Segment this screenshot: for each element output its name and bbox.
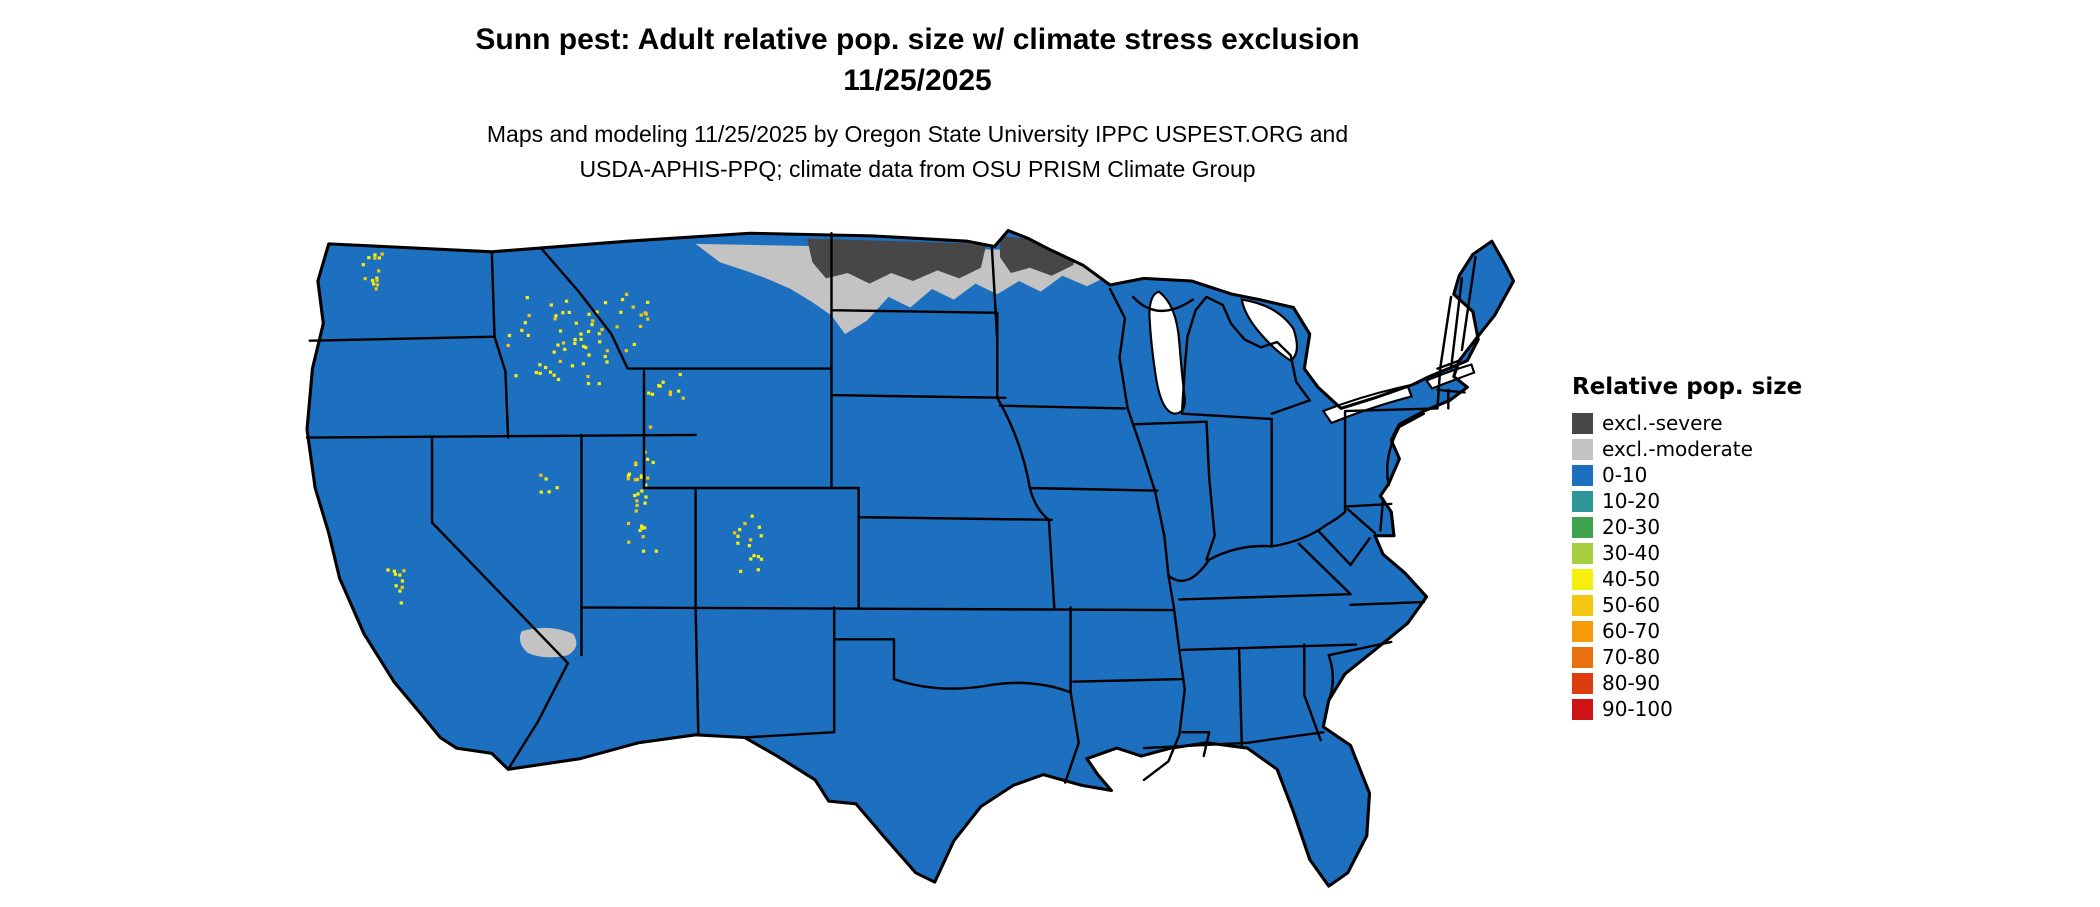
legend-swatch <box>1572 542 1593 564</box>
us-map <box>305 229 1516 888</box>
legend-swatch <box>1572 594 1593 616</box>
legend-rows: excl.-severe excl.-moderate 0-10 10-20 20-30… <box>1572 410 1802 722</box>
subtitle-line-1: Maps and modeling 11/25/2025 by Oregon S… <box>486 121 1349 147</box>
legend-swatch <box>1572 698 1593 720</box>
legend-label: 0-10 <box>1602 463 1648 487</box>
legend-label: excl.-severe <box>1602 411 1723 435</box>
legend-item-80-90: 80-90 <box>1572 670 1802 696</box>
legend-item-90-100: 90-100 <box>1572 696 1802 722</box>
legend-swatch <box>1572 672 1593 694</box>
legend-item-10-20: 10-20 <box>1572 488 1802 514</box>
legend-swatch <box>1572 646 1593 668</box>
legend-label: 40-50 <box>1602 567 1661 591</box>
legend-item-60-70: 60-70 <box>1572 618 1802 644</box>
legend-label: 20-30 <box>1602 515 1661 539</box>
mountain-population-speckles <box>361 252 764 605</box>
legend-swatch <box>1572 464 1593 486</box>
legend-swatch <box>1572 438 1593 460</box>
us-outline <box>305 229 1516 888</box>
legend-item-70-80: 70-80 <box>1572 644 1802 670</box>
legend-item-excl-moderate: excl.-moderate <box>1572 436 1802 462</box>
legend-item-20-30: 20-30 <box>1572 514 1802 540</box>
title-line-1: Sunn pest: Adult relative pop. size w/ c… <box>475 23 1360 56</box>
legend-item-50-60: 50-60 <box>1572 592 1802 618</box>
legend-title: Relative pop. size <box>1572 374 1803 400</box>
legend-label: excl.-moderate <box>1602 437 1753 461</box>
exclusion-severe-north-dakota <box>807 238 987 284</box>
legend-item-30-40: 30-40 <box>1572 540 1802 566</box>
legend-swatch <box>1572 490 1593 512</box>
subtitle-line-2: USDA-APHIS-PPQ; climate data from OSU PR… <box>579 155 1256 182</box>
legend-swatch <box>1572 568 1593 590</box>
legend-swatch <box>1572 516 1593 538</box>
legend-item-40-50: 40-50 <box>1572 566 1802 592</box>
legend-label: 70-80 <box>1602 645 1661 669</box>
title-line-2: 11/25/2025 <box>843 63 992 97</box>
legend-label: 80-90 <box>1602 671 1661 695</box>
legend-label: 60-70 <box>1602 619 1661 643</box>
map-container <box>288 212 1538 907</box>
legend-item-excl-severe: excl.-severe <box>1572 410 1802 436</box>
us-states-fill <box>307 230 1514 887</box>
legend-label: 50-60 <box>1602 593 1661 617</box>
legend-item-0-10: 0-10 <box>1572 462 1802 488</box>
figure-header: Sunn pest: Adult relative pop. size w/ c… <box>300 20 1535 186</box>
legend-swatch <box>1572 620 1593 642</box>
legend-label: 10-20 <box>1602 489 1661 513</box>
legend: Relative pop. size excl.-severe excl.-mod… <box>1572 374 1802 722</box>
page-title: Sunn pest: Adult relative pop. size w/ c… <box>300 20 1535 101</box>
state-borders <box>305 232 1477 784</box>
lake-michigan <box>1148 290 1186 415</box>
legend-label: 30-40 <box>1602 541 1661 565</box>
page-subtitle: Maps and modeling 11/25/2025 by Oregon S… <box>300 117 1535 186</box>
legend-swatch <box>1572 412 1593 434</box>
legend-label: 90-100 <box>1602 697 1673 721</box>
